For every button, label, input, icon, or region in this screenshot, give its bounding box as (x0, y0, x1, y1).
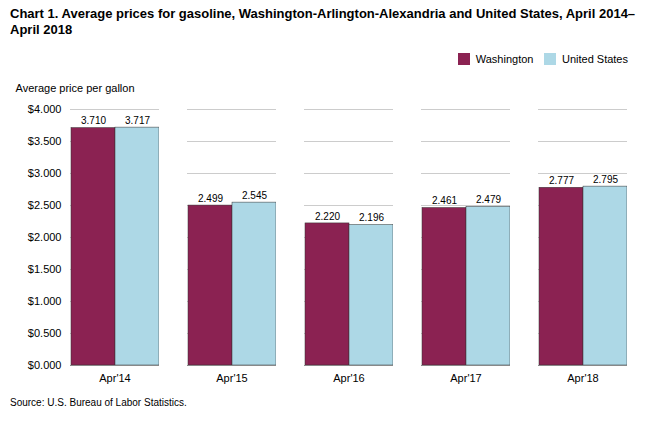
svg-text:2.499: 2.499 (198, 192, 223, 203)
svg-text:Apr'16: Apr'16 (333, 372, 364, 384)
svg-text:2.461: 2.461 (432, 195, 457, 206)
html-text:Washington: Washington (475, 52, 534, 65)
svg-text:2.777: 2.777 (549, 174, 574, 185)
svg-text:Apr'14: Apr'14 (99, 372, 130, 384)
svg-text:2.795: 2.795 (593, 173, 618, 184)
svg-text:$0.500: $0.500 (28, 327, 62, 339)
svg-text:$3.500: $3.500 (28, 135, 62, 147)
html-text:Source: U.S. Bureau of Labor S: Source: U.S. Bureau of Labor Statistics. (10, 396, 187, 408)
svg-text:$1.000: $1.000 (28, 295, 62, 307)
svg-text:$0.000: $0.000 (28, 359, 62, 371)
svg-text:$3.000: $3.000 (28, 167, 62, 179)
html-text:Chart 1. Average prices for ga: Chart 1. Average prices for gasoline, Wa… (10, 6, 636, 37)
html-text:United States: United States (562, 52, 628, 65)
svg-text:2.545: 2.545 (242, 189, 267, 200)
svg-text:Average price per gallon: Average price per gallon (16, 82, 135, 94)
svg-text:2.220: 2.220 (315, 210, 340, 221)
svg-text:$1.500: $1.500 (28, 263, 62, 275)
svg-text:3.710: 3.710 (81, 115, 106, 126)
svg-text:2.479: 2.479 (476, 194, 501, 205)
svg-text:$2.500: $2.500 (28, 199, 62, 211)
svg-text:$4.000: $4.000 (28, 103, 62, 115)
svg-text:2.196: 2.196 (359, 212, 384, 223)
svg-text:Apr'17: Apr'17 (450, 372, 481, 384)
svg-text:Apr'18: Apr'18 (567, 372, 598, 384)
svg-text:3.717: 3.717 (125, 114, 150, 125)
svg-text:Apr'15: Apr'15 (216, 372, 247, 384)
svg-text:$2.000: $2.000 (28, 231, 62, 243)
